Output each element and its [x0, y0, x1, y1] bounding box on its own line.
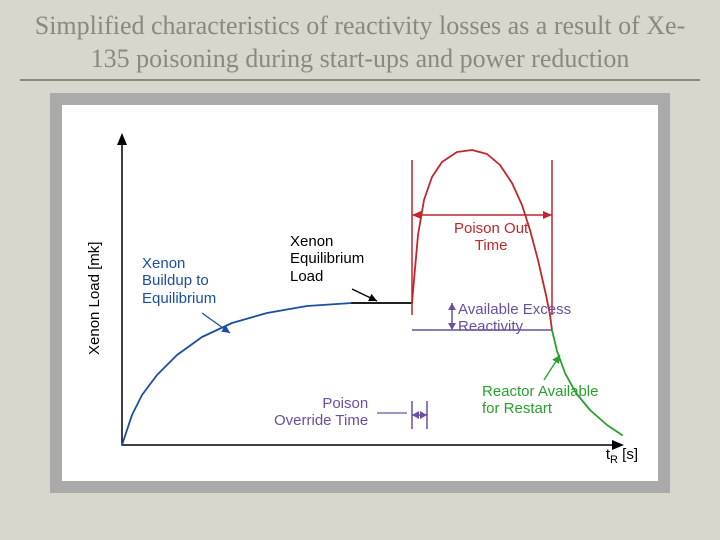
chart-container: Xenon Load [mk] tR [s] Xenon Buildup to … — [50, 93, 670, 493]
chart-plot-area: Xenon Load [mk] tR [s] Xenon Buildup to … — [62, 105, 658, 481]
annotation-override-time: Poison Override Time — [274, 395, 368, 430]
y-axis-label: Xenon Load [mk] — [86, 242, 103, 355]
annotation-buildup: Xenon Buildup to Equilibrium — [142, 255, 216, 307]
annotation-restart: Reactor Available for Restart — [482, 383, 598, 418]
annotation-excess-reactivity: Available Excess Reactivity — [458, 301, 571, 336]
slide-title: Simplified characteristics of reactivity… — [20, 10, 700, 81]
annotation-equilibrium: Xenon Equilibrium Load — [290, 233, 364, 285]
annotation-poison-out: Poison Out Time — [454, 220, 528, 255]
x-axis-label: tR [s] — [606, 429, 638, 467]
